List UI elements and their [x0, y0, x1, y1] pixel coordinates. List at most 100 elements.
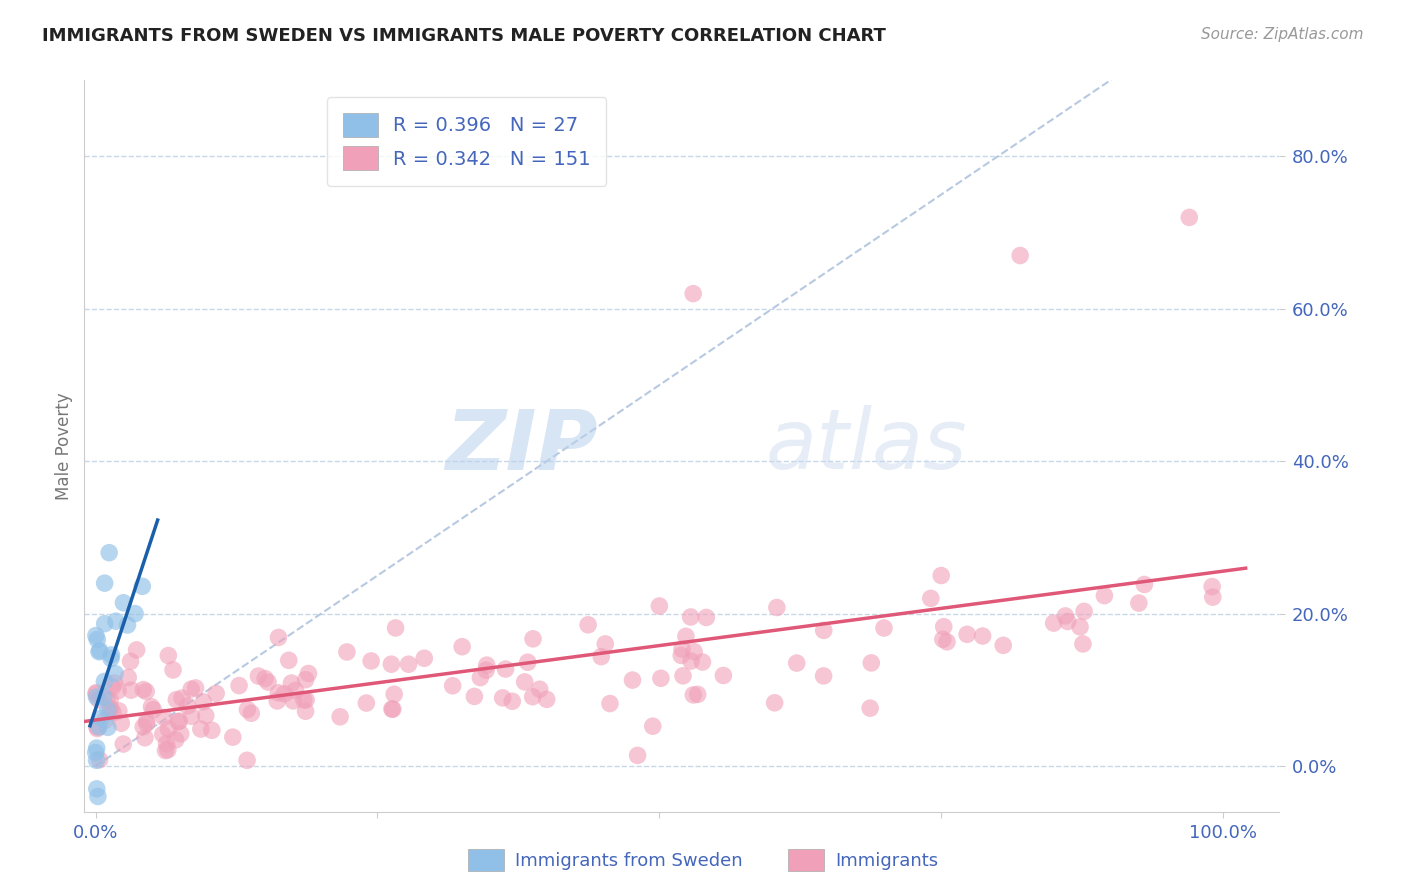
Point: [683, 645, 706, 659]
Point: [240, 706, 263, 721]
Point: [682, 286, 704, 301]
Point: [135, 714, 157, 728]
Point: [398, 657, 420, 672]
Point: [516, 655, 538, 669]
Point: [1071, 637, 1094, 651]
Point: [157, 722, 180, 736]
Point: [1201, 580, 1223, 594]
Point: [501, 694, 523, 708]
Point: [84, 687, 107, 701]
Point: [170, 691, 193, 706]
Point: [124, 607, 146, 621]
Point: [356, 696, 378, 710]
Text: Source: ZipAtlas.com: Source: ZipAtlas.com: [1201, 27, 1364, 42]
Point: [859, 701, 882, 715]
Point: [873, 621, 896, 635]
Point: [536, 692, 558, 706]
Point: [110, 716, 132, 731]
Point: [1073, 604, 1095, 618]
Point: [380, 657, 402, 672]
Point: [194, 708, 217, 723]
Point: [94, 713, 117, 727]
Point: [297, 666, 319, 681]
Point: [100, 702, 122, 716]
Point: [201, 723, 224, 738]
Point: [280, 676, 302, 690]
Point: [135, 684, 157, 698]
Point: [104, 614, 127, 628]
Point: [184, 681, 207, 695]
Point: [936, 635, 959, 649]
Point: [382, 687, 405, 701]
Point: [190, 722, 212, 736]
Point: [336, 645, 359, 659]
Legend: Immigrants from Sweden, Immigrants: Immigrants from Sweden, Immigrants: [461, 842, 945, 879]
Point: [681, 654, 703, 668]
Point: [97, 703, 120, 717]
Point: [648, 599, 671, 613]
Point: [176, 698, 198, 713]
Point: [475, 663, 498, 677]
Point: [108, 704, 131, 718]
Point: [492, 690, 515, 705]
Point: [86, 720, 108, 734]
Point: [86, 632, 108, 647]
Text: ZIP: ZIP: [446, 406, 599, 486]
Point: [87, 693, 110, 707]
Point: [142, 703, 165, 717]
Point: [295, 693, 318, 707]
Point: [120, 683, 142, 698]
Point: [294, 704, 316, 718]
Point: [381, 702, 404, 716]
Point: [695, 610, 717, 624]
Point: [932, 620, 955, 634]
Point: [451, 640, 474, 654]
Point: [100, 648, 122, 662]
Point: [98, 546, 121, 560]
Point: [441, 679, 464, 693]
Point: [169, 714, 191, 729]
Point: [89, 753, 111, 767]
Point: [786, 656, 808, 670]
Point: [93, 690, 115, 704]
Point: [522, 632, 544, 646]
Point: [134, 731, 156, 745]
Point: [84, 746, 107, 760]
Point: [180, 709, 202, 723]
Point: [413, 651, 436, 665]
Point: [599, 697, 621, 711]
Point: [671, 642, 693, 657]
Point: [193, 695, 215, 709]
Point: [112, 596, 135, 610]
Point: [236, 753, 259, 767]
Point: [686, 687, 709, 701]
Point: [283, 694, 305, 708]
Point: [1069, 620, 1091, 634]
Point: [152, 727, 174, 741]
Point: [107, 683, 129, 698]
Point: [641, 719, 664, 733]
Point: [104, 676, 127, 690]
Point: [247, 669, 270, 683]
Point: [132, 720, 155, 734]
Point: [692, 655, 714, 669]
Point: [1092, 589, 1115, 603]
Point: [766, 600, 789, 615]
Point: [920, 591, 942, 606]
Point: [84, 629, 107, 643]
Point: [155, 737, 177, 751]
Point: [266, 694, 288, 708]
Point: [86, 690, 108, 705]
Point: [813, 624, 835, 638]
Point: [93, 616, 115, 631]
Point: [384, 621, 406, 635]
Point: [100, 651, 122, 665]
Point: [101, 706, 124, 720]
Point: [132, 682, 155, 697]
Point: [97, 720, 120, 734]
Point: [141, 699, 163, 714]
Point: [257, 675, 280, 690]
Point: [626, 748, 648, 763]
Point: [1056, 615, 1078, 629]
Point: [294, 673, 316, 687]
